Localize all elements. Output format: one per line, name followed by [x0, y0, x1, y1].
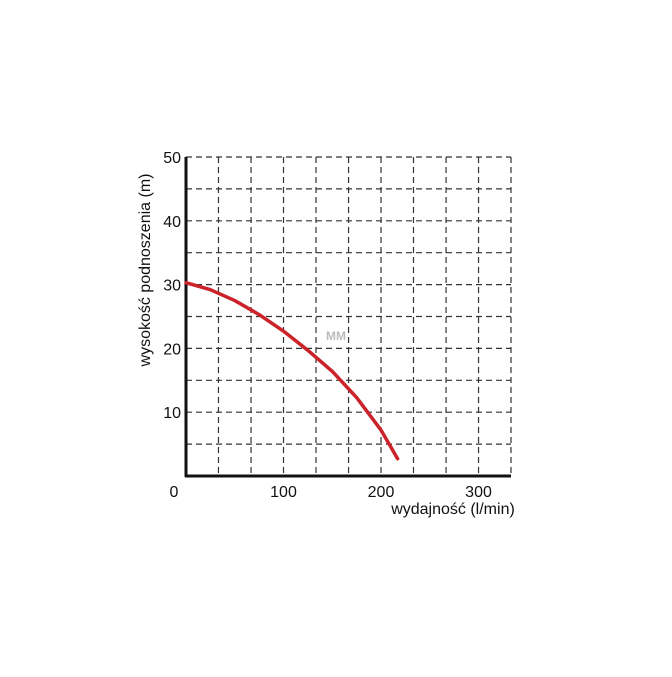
x-tick-label: 100: [270, 484, 297, 501]
y-tick-label: 50: [163, 150, 181, 167]
watermark: MM: [326, 329, 346, 343]
x-axis-label: wydajność (l/min): [390, 501, 515, 518]
y-tick-label: 10: [163, 405, 181, 422]
line: [184, 280, 400, 461]
x-tick-label: 300: [465, 484, 492, 501]
y-tick-label: 30: [163, 278, 181, 295]
x-tick-label: 200: [368, 484, 395, 501]
y-tick-label: 20: [163, 341, 181, 358]
x-tick-label: 0: [170, 484, 179, 501]
y-axis-label: wysokość podnoszenia (m): [137, 174, 154, 368]
y-tick-label: 40: [163, 214, 181, 231]
